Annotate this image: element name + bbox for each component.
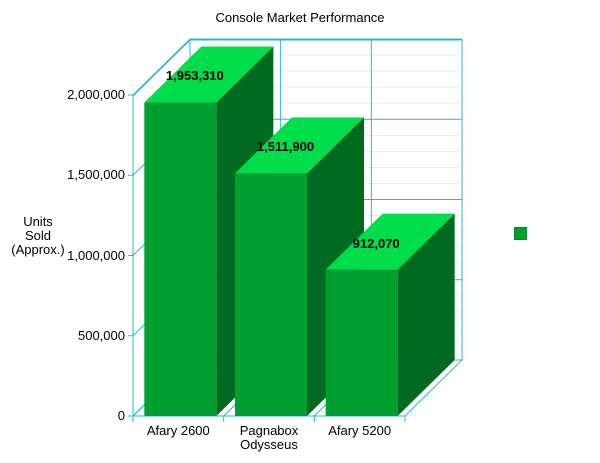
x-tick-label: Pagnabox Odysseus <box>239 423 299 452</box>
legend-swatch <box>514 227 527 240</box>
y-axis-label: Units Sold (Approx.) <box>11 214 65 257</box>
data-label: 912,070 <box>352 235 400 251</box>
bar-top <box>235 117 364 174</box>
y-tick-label: 1,500,000 <box>67 167 125 183</box>
y-tick-label: 2,000,000 <box>67 87 125 102</box>
x-tick-label: Afary 5200 <box>328 423 392 438</box>
data-label: 1,511,900 <box>256 139 315 155</box>
y-tick-label: 0 <box>117 408 125 423</box>
x-tick-label: Afary 2600 <box>146 423 210 438</box>
y-tick-label: 500,000 <box>78 327 125 343</box>
bar-side <box>397 213 455 416</box>
bar <box>144 102 217 416</box>
bar <box>235 173 307 416</box>
chart-title: Console Market Performance <box>215 10 385 25</box>
side-grid-line <box>132 38 191 96</box>
data-label: 1,953,310 <box>165 68 224 84</box>
y-tick-label: 1,000,000 <box>67 247 125 263</box>
bar-top <box>325 213 455 270</box>
bar <box>325 269 398 416</box>
bar-top <box>144 46 274 103</box>
